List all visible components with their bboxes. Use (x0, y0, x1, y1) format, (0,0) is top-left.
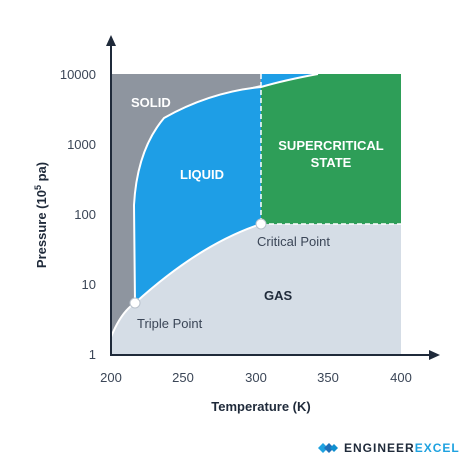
y-tick-label: 10 (82, 277, 96, 292)
vaporization-curve (134, 223, 262, 304)
y-tick-label: 100 (74, 207, 96, 222)
x-tick-label: 400 (390, 370, 412, 385)
critical-point-label: Critical Point (257, 234, 330, 249)
melting-curve (132, 73, 319, 304)
liquid-top-fill (261, 74, 318, 87)
x-tick-label: 250 (172, 370, 194, 385)
x-tick-label: 300 (245, 370, 267, 385)
engineerexcel-logo-icon (318, 443, 338, 453)
y-axis-title-end: pa) (34, 162, 49, 185)
brand-word-engineer: ENGINEER (344, 441, 415, 455)
y-tick-label: 1000 (67, 137, 96, 152)
brand-word-excel: EXCEL (414, 441, 460, 455)
y-axis-title: Pressure (105 pa) (33, 162, 49, 268)
x-axis-title: Temperature (K) (211, 399, 310, 414)
y-axis-title-superscript: 5 (33, 185, 43, 190)
x-tick-label: 200 (100, 370, 122, 385)
engineerexcel-brand: ENGINEEREXCEL (318, 436, 460, 460)
supercritical-label-line1: SUPERCRITICAL (278, 138, 384, 153)
y-axis-title-main: Pressure (10 (34, 190, 49, 268)
solid-region (111, 74, 318, 337)
supercritical-region (261, 74, 401, 224)
y-tick-label: 10000 (60, 67, 96, 82)
triple-point-label: Triple Point (137, 316, 203, 331)
solid-label: SOLID (131, 95, 171, 110)
liquid-label: LIQUID (180, 167, 224, 182)
y-axis-arrow-icon (106, 35, 116, 46)
triple-point-marker (129, 297, 141, 309)
brand-name: ENGINEEREXCEL (344, 441, 460, 455)
gas-label: GAS (264, 288, 293, 303)
critical-point-marker (255, 218, 267, 230)
x-tick-label: 350 (317, 370, 339, 385)
liquid-region (134, 87, 261, 303)
supercritical-label-line2: STATE (311, 155, 352, 170)
gas-region (111, 224, 401, 355)
y-tick-label: 1 (89, 347, 96, 362)
x-axis-arrow-icon (429, 350, 440, 360)
